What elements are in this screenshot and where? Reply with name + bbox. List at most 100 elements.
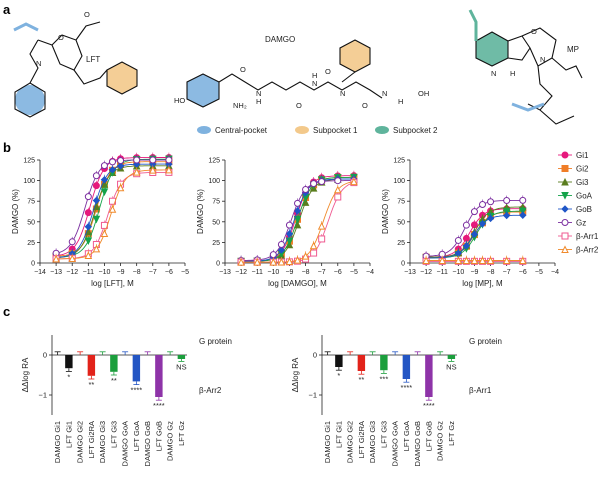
- data-point-β-Arr2: [108, 205, 117, 213]
- data-point-β-Arr2: [422, 256, 430, 265]
- lft-atom-o2: O: [84, 10, 90, 19]
- damgo-atom-ho: HO: [174, 96, 185, 105]
- x-tick-label: −7: [503, 269, 511, 276]
- data-point-Gi1: [84, 209, 92, 217]
- significance-label: ****: [423, 401, 435, 410]
- data-point-Gz: [285, 221, 293, 229]
- data-point-Gz: [133, 156, 141, 164]
- mp-pyrrolidine: [521, 27, 557, 67]
- y-tick-label: 50: [212, 219, 220, 226]
- data-point-GoB: [277, 246, 286, 254]
- legend-marker-β-Arr2: [561, 245, 569, 253]
- mp-ethyl: [551, 57, 583, 79]
- damgo-atom-n2: N: [312, 79, 317, 88]
- data-point-GoB: [486, 214, 495, 223]
- central-pocket-highlight-mp: [511, 102, 545, 112]
- y-tick-label: 125: [23, 158, 35, 165]
- data-point-β-Arr2: [237, 258, 245, 266]
- data-point-Gz: [269, 251, 277, 259]
- damgo-benzyl: [341, 71, 356, 83]
- y-axis-label: DAMGO (%): [11, 189, 20, 234]
- data-point-Gz: [68, 238, 76, 246]
- data-point-β-Arr2: [52, 254, 60, 263]
- data-point-Gz: [454, 236, 462, 244]
- data-point-Gz: [149, 156, 157, 164]
- x-tick-label: −14: [34, 269, 46, 276]
- category-label: DAMGO Gi1: [323, 421, 332, 463]
- x-tick-label: −4: [366, 269, 374, 276]
- bottom-group-label: β-Arr1: [469, 386, 492, 395]
- category-label: LFT Gi3: [109, 421, 118, 448]
- significance-label: *: [337, 371, 340, 380]
- mp-atom-n2: N: [540, 55, 545, 64]
- data-point-β-Arr2: [285, 257, 294, 266]
- data-point-GoA: [100, 188, 109, 197]
- legend-marker-GoA: [561, 192, 569, 200]
- bar-LFT-Gi3: [380, 355, 388, 371]
- panel-c-bars: −1 0 ΔΔlog RA G protein β-Arr2 DAMGO Gi1 * LFT …: [21, 335, 502, 466]
- curve-legend: Gi1 Gi2 Gi3 GoA GoB Gz β-Arr1 β-Arr2: [558, 151, 599, 255]
- x-tick-label: −10: [267, 269, 279, 276]
- category-label: LFT Gi2RA: [357, 421, 366, 458]
- data-point-β-Arr2: [462, 256, 471, 265]
- data-point-β-Arr2: [301, 252, 310, 260]
- x-tick-label: −9: [285, 269, 293, 276]
- data-point-Gz: [470, 208, 478, 216]
- data-point-Gz: [109, 158, 116, 166]
- panel-b-curves: 0 25 50 75 100 125 −14 −13 −12 −11 −10 −9 −8 −7 −6 −5 lo…: [11, 152, 559, 289]
- data-point-β-Arr1: [310, 249, 318, 257]
- mp-atom-o: O: [531, 27, 537, 36]
- mp-methoxy-highlight: [468, 9, 478, 41]
- data-point-Gz: [165, 156, 173, 164]
- legend-marker-Gi3: [561, 177, 569, 186]
- bar-LFT-Gi2RA: [357, 355, 366, 371]
- category-label: DAMGO Gz: [166, 421, 175, 461]
- lft-piperidine: [37, 34, 83, 71]
- y-tick-label: 125: [393, 158, 405, 165]
- data-point-Gz: [503, 197, 511, 205]
- data-point-GoB: [293, 207, 302, 215]
- category-label: DAMGO Gi3: [98, 421, 107, 463]
- subpocket1-highlight-lft: [107, 62, 137, 94]
- data-point-Gz: [294, 199, 301, 207]
- bar-LFT-GoB: [155, 355, 163, 397]
- data-point-Gz: [84, 193, 92, 201]
- x-tick-label: −13: [219, 269, 231, 276]
- category-label: DAMGO GoB: [413, 421, 422, 466]
- y-tick-label: 125: [208, 158, 220, 165]
- bar-LFT-Gz: [177, 355, 186, 359]
- curve-plot-3: 0 25 50 75 100 125 −13 −12 −11 −10 −9 −8 −7 −6 −5 −4 log…: [381, 158, 559, 289]
- data-point-GoB: [92, 196, 101, 205]
- damgo-atom-oh: OH: [418, 89, 429, 98]
- lft-atom-o: O: [58, 33, 64, 42]
- legend-marker-Gi2: [561, 165, 569, 172]
- bar-LFT-Gz: [447, 355, 456, 359]
- legend-label-subpocket1: Subpocket 1: [313, 126, 358, 135]
- data-point-β-Arr2: [333, 185, 342, 194]
- central-pocket-highlight-damgo: [187, 74, 219, 107]
- category-label: LFT Gi1: [64, 421, 73, 448]
- x-tick-label: −11: [252, 269, 263, 276]
- data-point-β-Arr2: [293, 256, 302, 264]
- significance-label: ****: [131, 386, 143, 395]
- data-point-Gz: [100, 162, 108, 170]
- bar-plot-1: −1 0 ΔΔlog RA G protein β-Arr2 DAMGO Gi1 * LFT …: [21, 335, 232, 466]
- data-point-β-Arr2: [309, 241, 318, 250]
- mp-atom-h: H: [510, 69, 515, 78]
- data-point-β-Arr2: [350, 177, 358, 186]
- damgo-atom-h: H: [256, 97, 261, 106]
- significance-label: NS: [176, 362, 186, 371]
- y-tick-label: 25: [27, 240, 35, 247]
- x-tick-label: −11: [437, 269, 448, 276]
- category-label: LFT GoB: [424, 421, 433, 451]
- subpocket2-highlight-mp: [476, 32, 508, 66]
- x-axis-label: log [LFT], M: [91, 279, 134, 288]
- damgo-atom-o1: O: [240, 65, 246, 74]
- x-tick-label: −9: [470, 269, 478, 276]
- significance-label: **: [111, 376, 117, 385]
- x-tick-label: −9: [117, 269, 125, 276]
- bar-LFT-GoA: [402, 355, 411, 379]
- data-point-β-Arr2: [470, 256, 479, 265]
- y-tick-label: 0: [313, 351, 317, 360]
- legend-label-GoB: GoB: [576, 205, 592, 214]
